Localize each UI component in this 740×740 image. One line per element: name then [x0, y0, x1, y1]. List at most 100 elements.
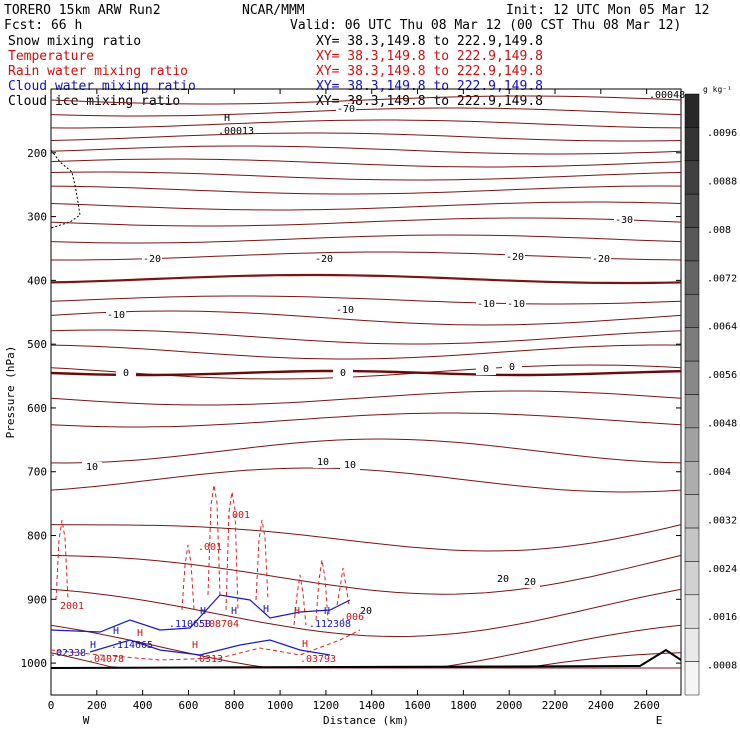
y-tick-label: 500	[27, 338, 47, 351]
colorbar-label: .0072	[707, 273, 737, 284]
colorbar-unit: g kg⁻¹	[703, 85, 732, 94]
x-tick-label: 2000	[496, 699, 523, 712]
contour-label-bg	[340, 460, 360, 471]
header-init: Init: 12 UTC Mon 05 Mar 12	[506, 3, 710, 18]
temperature-contour-label: -30	[615, 215, 633, 226]
isotherm-line	[50, 329, 682, 345]
field-name-cloud-water: Cloud water mixing ratio	[8, 79, 196, 94]
x-tick-label: 1800	[450, 699, 477, 712]
isotherm-line	[50, 145, 682, 155]
colorbar-swatch	[684, 327, 700, 362]
temperature-contour-label: -10	[477, 299, 495, 310]
isotherm-line	[50, 234, 682, 244]
temperature-contour-label: -20	[506, 252, 524, 263]
rain-label: .04078	[88, 654, 124, 665]
high-marker: H	[137, 628, 143, 639]
rain-contour	[315, 559, 329, 621]
rain-label: .001	[198, 542, 222, 553]
temperature-contours	[50, 95, 682, 669]
contour-label-bg	[356, 606, 376, 617]
cloud-water-label: .110650	[169, 619, 211, 630]
rain-label: 2001	[60, 601, 84, 612]
high-marker: H	[90, 640, 96, 651]
isotherm-line	[50, 524, 682, 552]
colorbar-swatch	[684, 294, 700, 328]
cloud-water-contour	[50, 594, 351, 633]
temperature-contour-label: 0	[123, 368, 129, 379]
contour-label-bg	[614, 215, 634, 226]
colorbar-swatch	[684, 260, 700, 295]
west-endpoint-label: W	[83, 714, 90, 727]
colorbar-label: .0056	[707, 370, 737, 381]
colorbar-swatch	[684, 227, 700, 262]
isotherm-line	[50, 217, 682, 227]
field-name-temperature: Temperature	[8, 49, 94, 64]
x-tick-label: 2600	[633, 699, 660, 712]
rain-contour	[255, 519, 269, 601]
isotherm-line	[50, 171, 682, 181]
temperature-contour-label: -70	[337, 104, 355, 115]
isotherm-line	[50, 158, 682, 168]
cloud-water-contour	[89, 639, 331, 656]
colorbar-swatch	[684, 360, 700, 395]
field-xy-snow: XY= 38.3,149.8 to 222.9,149.8	[316, 34, 543, 49]
field-xy-temperature: XY= 38.3,149.8 to 222.9,149.8	[316, 49, 543, 64]
contour-label-bg	[314, 254, 334, 265]
header-org: NCAR/MMM	[242, 3, 305, 18]
y-tick-label: 800	[27, 530, 47, 543]
contour-label-bg	[336, 104, 356, 115]
rain-label: .0313	[193, 654, 223, 665]
contour-label-bg	[502, 362, 522, 373]
y-tick-label: 600	[27, 402, 47, 415]
x-tick-label: 0	[48, 699, 55, 712]
x-tick-label: 2400	[588, 699, 615, 712]
colorbar: .0096 .0088 .008 .0072 .0064 .0056 .0048 .004 .0…	[684, 93, 737, 696]
y-tick-label: 200	[27, 147, 47, 160]
colorbar-swatch	[684, 627, 700, 662]
temperature-contour-label: 0	[483, 364, 489, 375]
colorbar-label: .0016	[707, 612, 737, 623]
contour-label-bg	[142, 254, 162, 265]
colorbar-swatch	[684, 394, 700, 429]
contour-label-bg	[476, 364, 496, 375]
field-xy-rain: XY= 38.3,149.8 to 222.9,149.8	[316, 64, 543, 79]
header: TORERO 15km ARW Run2 NCAR/MMM Init: 12 U…	[4, 3, 710, 33]
x-tick-label: 200	[87, 699, 107, 712]
cloud-water-label: .112308	[309, 619, 351, 630]
cloud-water-contours	[50, 594, 351, 656]
x-tick-label: 1600	[404, 699, 431, 712]
temperature-contour-label: 10	[344, 460, 356, 471]
rain-label: .108704	[197, 619, 239, 630]
colorbar-label: .008	[707, 225, 731, 236]
rain-contour	[55, 519, 69, 601]
temperature-contour-label: -10	[336, 305, 354, 316]
contour-label-bg	[520, 577, 540, 588]
high-marker: H	[263, 604, 269, 615]
x-tick-label: 2200	[542, 699, 569, 712]
temperature-contour-label: 0	[340, 368, 346, 379]
x-tick-label: 1000	[267, 699, 294, 712]
high-marker: H	[200, 606, 206, 617]
isotherm-line	[50, 412, 682, 428]
isotherm-line	[50, 201, 682, 211]
rain-contour	[50, 629, 361, 661]
x-tick-label: 1200	[313, 699, 340, 712]
temperature-contour-label: 0	[509, 362, 515, 373]
y-tick-label: 900	[27, 593, 47, 606]
temperature-contour-label: 10	[86, 462, 98, 473]
colorbar-label: .0024	[707, 564, 737, 575]
high-marker: H	[294, 606, 300, 617]
field-legend: Snow mixing ratio XY= 38.3,149.8 to 222.…	[8, 34, 543, 109]
y-tick-label: 400	[27, 274, 47, 287]
y-tick-label: 300	[27, 211, 47, 224]
colorbar-top-value: .00048	[649, 90, 685, 101]
rain-label: .001	[226, 510, 250, 521]
terrain	[50, 149, 682, 669]
isotherm-line	[50, 344, 682, 360]
isotherm-line	[50, 273, 682, 285]
temperature-contour-label: 20	[497, 574, 509, 585]
y-tick-label: 700	[27, 466, 47, 479]
colorbar-label: .0088	[707, 176, 737, 187]
isotherm-line	[50, 185, 682, 195]
temperature-contour-label: -20	[315, 254, 333, 265]
